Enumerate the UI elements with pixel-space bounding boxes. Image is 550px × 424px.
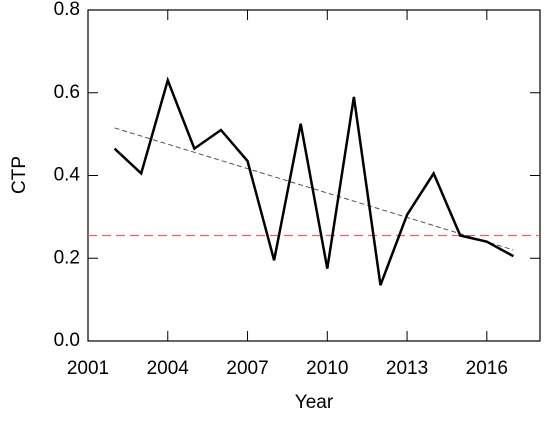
x-tick-label: 2016 [466,358,508,379]
y-tick-label: 0.4 [54,165,81,186]
y-tick-label: 0.2 [54,247,80,268]
x-tick-label: 2007 [226,358,268,379]
data-line [113,76,515,286]
y-tick-label: 0.0 [54,330,80,351]
y-tick-label: 0.6 [54,82,80,103]
x-tick-label: 2004 [147,358,190,379]
trend-line [114,127,514,251]
x-tick-label: 2013 [386,358,428,379]
x-tick-label: 2001 [67,358,109,379]
y-tick-label: 0.8 [54,0,80,20]
plot-frame [87,9,541,342]
y-axis-label: CTP [9,156,30,194]
x-tick-label: 2010 [306,358,348,379]
x-axis-label: Year [295,392,334,413]
